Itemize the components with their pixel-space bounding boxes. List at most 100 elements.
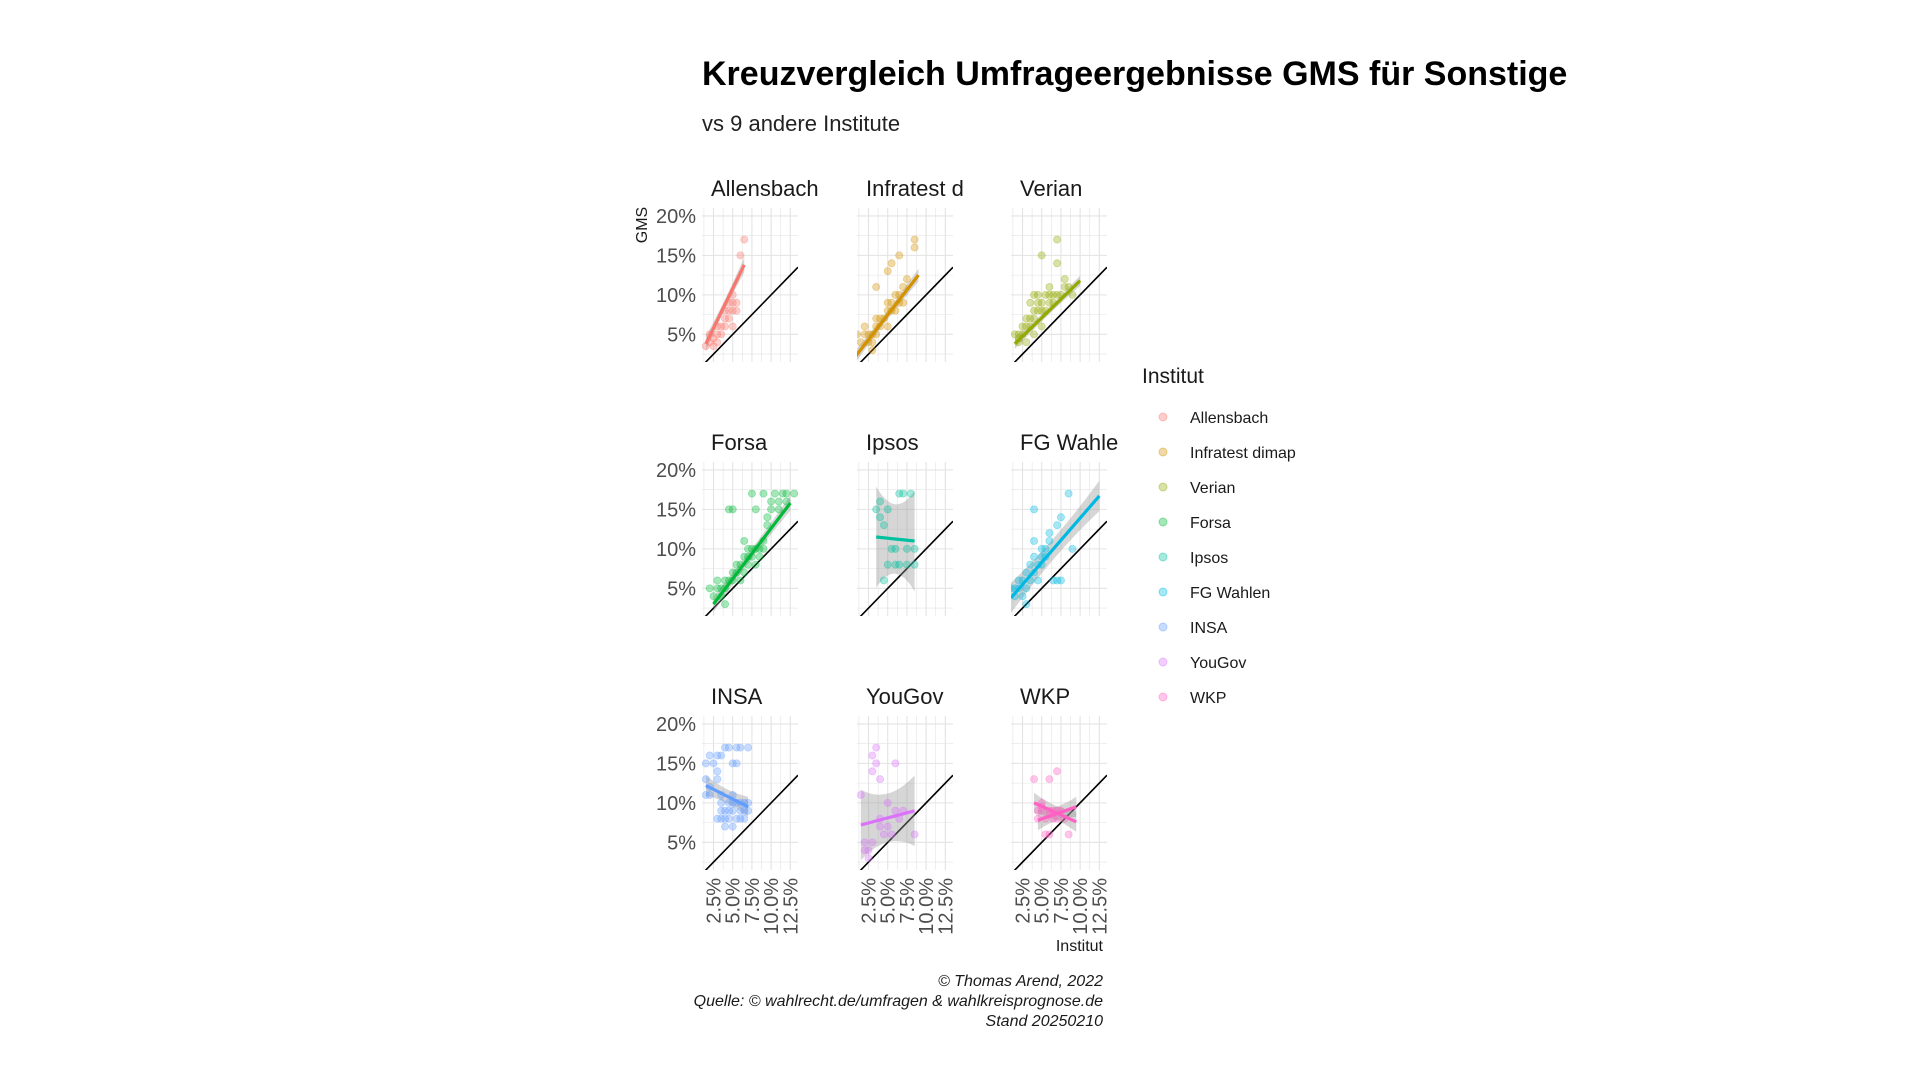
data-point	[740, 235, 749, 244]
data-points	[857, 235, 919, 355]
data-point	[868, 338, 877, 347]
data-point	[906, 489, 915, 498]
legend-label: Forsa	[1190, 515, 1231, 532]
reference-line	[859, 774, 953, 870]
reference-line	[859, 266, 953, 362]
data-points	[702, 235, 749, 351]
grid-lines	[702, 716, 798, 870]
legend-key	[1158, 587, 1168, 597]
data-point	[724, 314, 733, 323]
legend-items: Allensbach Infratest dimap Verian Forsa Ipso…	[1158, 410, 1296, 707]
y-tick-label: 5%	[667, 578, 696, 600]
data-point	[747, 489, 756, 498]
data-point	[759, 544, 768, 553]
data-point	[895, 251, 904, 260]
data-point	[910, 235, 919, 244]
data-point	[721, 806, 730, 815]
data-point	[860, 846, 869, 855]
data-point	[740, 536, 749, 545]
data-point	[883, 822, 892, 831]
reference-line	[704, 266, 798, 362]
data-point	[1049, 576, 1058, 585]
legend-key	[1158, 657, 1168, 667]
data-point	[1053, 259, 1062, 268]
grid-lines	[857, 208, 953, 362]
data-point	[1014, 576, 1023, 585]
regression-line	[860, 809, 916, 827]
data-point	[774, 505, 783, 514]
data-point	[713, 330, 722, 339]
data-point	[1041, 544, 1050, 553]
data-point	[732, 743, 741, 752]
data-point	[1068, 290, 1077, 299]
data-point	[732, 560, 741, 569]
y-tick-label: 20%	[656, 206, 696, 228]
data-point	[876, 497, 885, 506]
data-point	[721, 600, 730, 609]
data-point	[1022, 322, 1031, 331]
data-point	[1045, 536, 1054, 545]
data-point	[740, 806, 749, 815]
data-point	[705, 751, 714, 760]
data-point	[732, 759, 741, 768]
data-point	[728, 306, 737, 315]
data-point	[1033, 576, 1042, 585]
data-point	[713, 814, 722, 823]
regression-line	[704, 264, 746, 345]
data-point	[717, 814, 726, 823]
data-point	[1053, 290, 1062, 299]
data-point	[1037, 306, 1046, 315]
legend-title: Institut	[1142, 365, 1204, 388]
legend-key	[1158, 482, 1168, 492]
legend-key	[1158, 447, 1168, 457]
data-point	[891, 560, 900, 569]
data-point	[709, 759, 718, 768]
data-point	[887, 830, 896, 839]
reference-line	[704, 774, 798, 870]
caption-line-3: Stand 20250210	[986, 1013, 1104, 1030]
data-point	[879, 576, 888, 585]
data-point	[721, 814, 730, 823]
data-point	[736, 806, 745, 815]
x-tick-label: 12.5%	[935, 878, 957, 935]
data-point	[1033, 306, 1042, 315]
data-point	[1030, 330, 1039, 339]
data-point	[1068, 544, 1077, 553]
data-point	[1045, 290, 1054, 299]
regression-line	[876, 535, 915, 543]
data-point	[751, 560, 760, 569]
data-point	[857, 330, 861, 339]
x-tick-label: 2.5%	[1013, 878, 1035, 924]
data-point	[1030, 775, 1039, 784]
data-point	[883, 798, 892, 807]
data-point	[767, 497, 776, 506]
legend-label: Ipsos	[1190, 550, 1228, 567]
x-axis-label: Institut	[1056, 938, 1104, 955]
data-point	[724, 806, 733, 815]
panel-infratest-dimap: Infratest d	[857, 176, 964, 362]
data-point	[713, 767, 722, 776]
data-point	[860, 330, 869, 339]
data-point	[1041, 290, 1050, 299]
grid-lines	[702, 462, 798, 616]
panel-plot-area	[857, 235, 953, 362]
legend-label: WKP	[1190, 690, 1226, 707]
data-point	[770, 489, 779, 498]
data-point	[790, 489, 798, 498]
data-point	[717, 806, 726, 815]
data-point	[782, 489, 791, 498]
reference-line	[1013, 266, 1107, 362]
data-point	[902, 275, 911, 284]
data-point	[1022, 338, 1031, 347]
data-point	[902, 544, 911, 553]
data-point	[1049, 290, 1058, 299]
regression-line	[705, 784, 749, 809]
panel-allensbach: Allensbach 5% 10% 15% 20%	[656, 176, 819, 362]
data-point	[721, 322, 730, 331]
data-point	[1011, 584, 1015, 593]
data-point	[721, 743, 730, 752]
legend-label: FG Wahlen	[1190, 585, 1270, 602]
data-point	[864, 854, 873, 863]
data-point	[1030, 536, 1039, 545]
legend-item-verian: Verian	[1158, 480, 1235, 497]
